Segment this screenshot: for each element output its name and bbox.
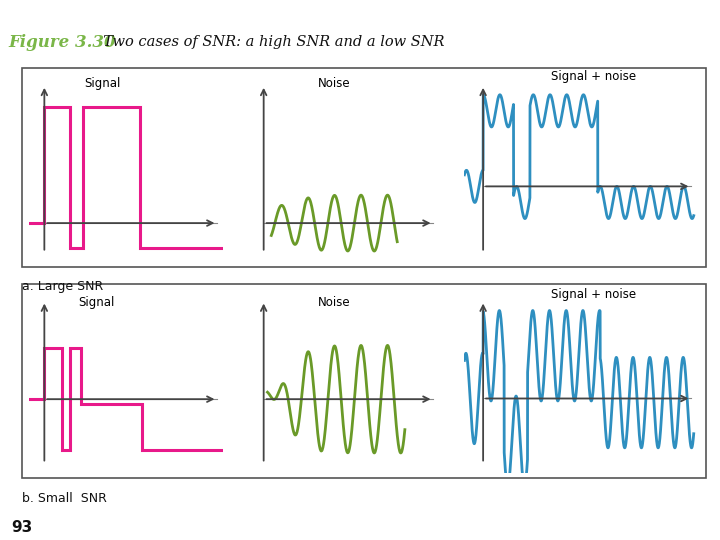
Text: Figure 3.30: Figure 3.30 xyxy=(9,33,116,51)
Text: Signal + noise: Signal + noise xyxy=(551,288,636,301)
Text: Noise: Noise xyxy=(318,77,351,90)
Text: Signal + noise: Signal + noise xyxy=(551,70,636,83)
Text: Noise: Noise xyxy=(318,296,351,309)
Text: Two cases of SNR: a high SNR and a low SNR: Two cases of SNR: a high SNR and a low S… xyxy=(94,35,444,49)
Text: b. Small  SNR: b. Small SNR xyxy=(22,492,107,505)
Text: a. Large SNR: a. Large SNR xyxy=(22,280,103,293)
Text: Signal: Signal xyxy=(84,77,121,90)
Text: Signal: Signal xyxy=(78,296,115,309)
Text: 93: 93 xyxy=(11,520,32,535)
